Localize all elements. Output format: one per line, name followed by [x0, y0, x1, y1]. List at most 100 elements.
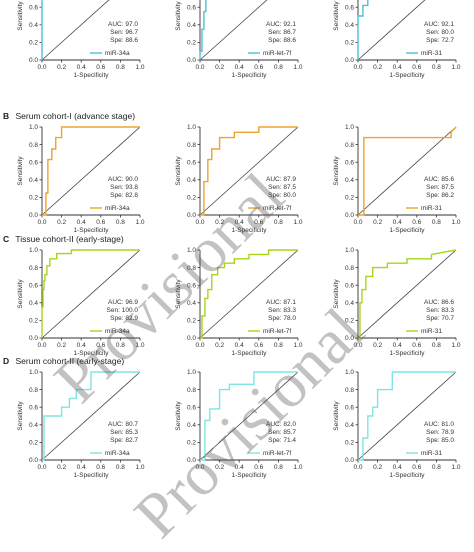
y-tick-label: 0.0 [29, 335, 38, 342]
x-tick-label: 0.0 [195, 219, 204, 226]
sen-value: Sen: 93.8 [110, 184, 138, 191]
y-tick-label: 0.2 [345, 195, 354, 202]
y-tick-label: 0.8 [187, 142, 196, 149]
roc-panel: 0.00.00.20.20.40.40.60.60.80.81.01.01-Sp… [17, 247, 145, 357]
y-tick-label: 0.8 [345, 387, 354, 394]
y-axis-label: Sensitivity [333, 279, 340, 309]
legend-label: miR-let-7f [263, 450, 291, 457]
y-tick-label: 1.0 [345, 247, 354, 254]
x-tick-label: 1.0 [451, 342, 460, 349]
auc-value: AUC: 85.6 [424, 176, 454, 183]
legend-label: miR-31 [421, 50, 442, 57]
x-tick-label: 0.4 [235, 464, 244, 471]
x-tick-label: 0.2 [373, 219, 382, 226]
auc-value: AUC: 80.7 [108, 421, 138, 428]
y-tick-label: 0.6 [29, 404, 38, 411]
sen-value: Sen: 86.7 [268, 29, 296, 36]
y-tick-label: 0.4 [29, 300, 38, 307]
x-tick-label: 0.8 [274, 64, 283, 71]
y-tick-label: 0.2 [187, 440, 196, 447]
y-tick-label: 0.4 [345, 422, 354, 429]
diagonal-reference-line [357, 371, 457, 461]
roc-curve [42, 126, 140, 216]
x-axis-label: 1-Specificity [231, 227, 267, 234]
x-axis-label: 1-Specificity [231, 72, 267, 79]
legend-label: miR-34a [105, 328, 130, 335]
x-tick-label: 1.0 [451, 219, 460, 226]
x-tick-label: 0.0 [37, 64, 46, 71]
diagonal-reference-line [199, 0, 268, 61]
y-tick-label: 0.6 [345, 404, 354, 411]
sen-value: Sen: 78.9 [426, 429, 454, 436]
y-tick-label: 0.0 [345, 212, 354, 219]
sen-value: Sen: 96.7 [110, 29, 138, 36]
roc-panel: 0.00.00.20.20.40.40.60.60.80.81.01.01-Sp… [333, 247, 461, 357]
y-tick-label: 0.8 [29, 265, 38, 272]
x-tick-label: 0.6 [254, 219, 263, 226]
x-tick-label: 0.4 [77, 342, 86, 349]
legend-label: miR-let-7f [263, 328, 291, 335]
x-tick-label: 0.6 [96, 219, 105, 226]
y-tick-label: 0.8 [29, 142, 38, 149]
y-tick-label: 0.8 [29, 387, 38, 394]
x-tick-label: 0.2 [373, 464, 382, 471]
x-tick-label: 0.0 [195, 342, 204, 349]
x-tick-label: 0.4 [235, 342, 244, 349]
auc-value: AUC: 87.9 [266, 176, 296, 183]
legend-label: miR-34a [105, 205, 130, 212]
y-tick-label: 1.0 [187, 247, 196, 254]
y-tick-label: 0.4 [345, 22, 354, 29]
x-tick-label: 0.4 [393, 464, 402, 471]
y-tick-label: 0.2 [345, 40, 354, 47]
roc-curve [358, 126, 457, 216]
x-tick-label: 0.6 [412, 342, 421, 349]
x-tick-label: 0.4 [77, 464, 86, 471]
y-tick-label: 0.6 [187, 282, 196, 289]
auc-value: AUC: 86.6 [424, 299, 454, 306]
y-tick-label: 0.4 [345, 177, 354, 184]
y-tick-label: 0.4 [29, 422, 38, 429]
sen-value: Sen: 87.5 [426, 184, 454, 191]
roc-curve [358, 249, 457, 339]
y-tick-label: 1.0 [345, 369, 354, 376]
x-tick-label: 0.4 [393, 64, 402, 71]
x-tick-label: 0.8 [116, 64, 125, 71]
x-tick-label: 1.0 [451, 464, 460, 471]
x-tick-label: 0.0 [195, 464, 204, 471]
legend-label: miR-let-7f [263, 50, 291, 57]
y-tick-label: 0.2 [345, 440, 354, 447]
spe-value: Spe: 82.7 [110, 437, 138, 444]
x-axis-label: 1-Specificity [389, 350, 425, 357]
y-tick-label: 0.4 [345, 300, 354, 307]
x-tick-label: 0.8 [432, 219, 441, 226]
x-tick-label: 0.8 [274, 342, 283, 349]
roc-panel: 0.00.00.20.20.40.40.60.60.80.81.01.01-Sp… [333, 0, 461, 79]
roc-panel: 0.00.00.20.20.40.40.60.60.80.81.01.01-Sp… [175, 0, 303, 79]
x-tick-label: 0.2 [57, 342, 66, 349]
section-title-text: Serum cohort-I (advance stage) [16, 111, 136, 121]
y-tick-label: 0.6 [29, 4, 38, 11]
x-tick-label: 0.2 [215, 219, 224, 226]
y-tick-label: 0.0 [345, 457, 354, 464]
y-axis-label: Sensitivity [175, 1, 182, 31]
y-tick-label: 1.0 [29, 124, 38, 131]
roc-panel: 0.00.00.20.20.40.40.60.60.80.81.01.01-Sp… [17, 124, 145, 234]
sen-value: Sen: 85.7 [268, 429, 296, 436]
x-tick-label: 1.0 [293, 64, 302, 71]
x-tick-label: 1.0 [135, 219, 144, 226]
y-axis-label: Sensitivity [175, 279, 182, 309]
x-tick-label: 0.6 [96, 464, 105, 471]
roc-panels: 0.0 0.0 0.2 0.2 0.4 0.4 0.6 0.6 0.8 0.8 1.0 1.0 1-Sp… [17, 0, 461, 479]
y-tick-label: 0.8 [345, 142, 354, 149]
section-title-b: B Serum cohort-I (advance stage) [3, 111, 135, 121]
x-axis-label: 1-Specificity [389, 72, 425, 79]
x-tick-label: 0.8 [432, 464, 441, 471]
section-title-d: D Serum cohort-II (early-stage) [3, 356, 124, 366]
diagonal-reference-line [41, 371, 141, 461]
x-tick-label: 0.6 [254, 342, 263, 349]
legend-label: miR-31 [421, 328, 442, 335]
auc-value: AUC: 90.0 [108, 176, 138, 183]
roc-curve [200, 126, 298, 216]
y-tick-label: 0.2 [187, 318, 196, 325]
spe-value: Spe: 72.7 [426, 37, 454, 44]
